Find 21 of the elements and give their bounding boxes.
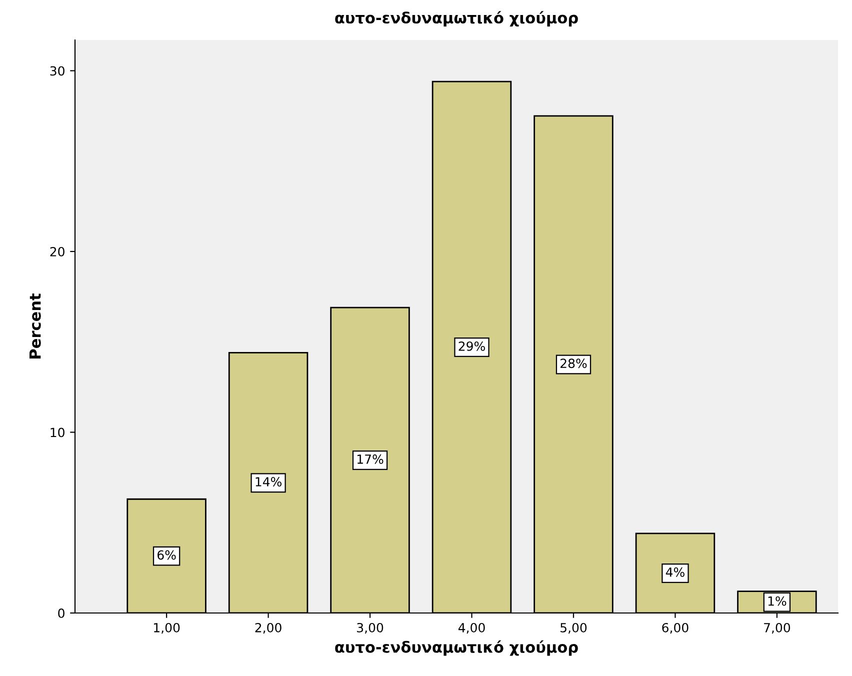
x-tick-label: 2,00 (255, 622, 282, 634)
y-tick-label: 10 (50, 428, 64, 438)
y-axis-title: Percent (30, 294, 41, 358)
data-label: 28% (560, 358, 587, 368)
x-tick-label: 6,00 (662, 622, 688, 634)
chart-title: αυτο-ενδυναμωτικό χιούμορ (335, 11, 578, 27)
data-label: 17% (358, 454, 384, 464)
data-label: 4% (666, 567, 684, 577)
y-tick-label: 0 (58, 608, 64, 618)
x-tick-label: 7,00 (764, 622, 790, 634)
x-tick-label: 4,00 (458, 622, 485, 634)
x-tick-label: 5,00 (560, 622, 587, 634)
data-label: 1% (768, 596, 786, 606)
x-tick-label: 1,00 (154, 622, 180, 634)
x-tick-label: 3,00 (357, 622, 384, 634)
y-tick-label: 30 (50, 66, 64, 76)
x-axis-title: αυτο-ενδυναμωτικό χιούμορ (335, 640, 578, 656)
data-label: 14% (256, 477, 282, 486)
y-tick-label: 20 (50, 246, 64, 256)
data-label: 6% (158, 550, 176, 560)
data-label: 29% (458, 341, 485, 351)
